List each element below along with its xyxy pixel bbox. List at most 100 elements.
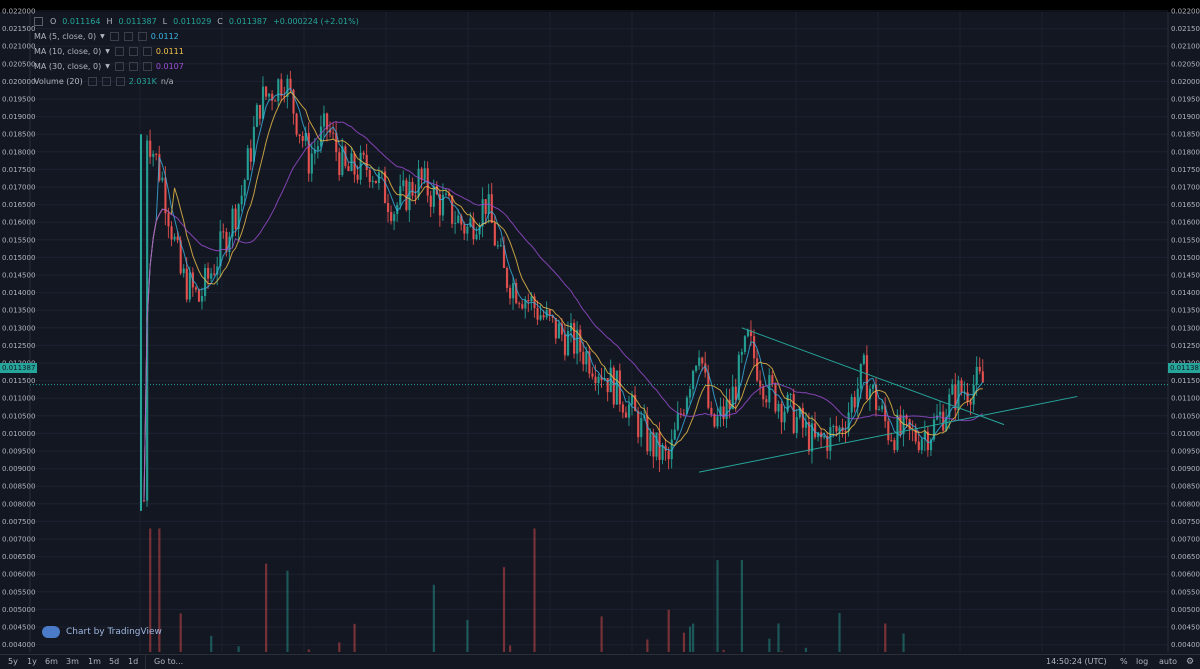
volume-bar: [723, 650, 725, 652]
eye-icon[interactable]: [115, 47, 124, 56]
gear-icon[interactable]: [124, 32, 133, 41]
candle-body: [939, 412, 941, 416]
candle-body: [430, 196, 432, 207]
auto-toggle[interactable]: auto: [1159, 657, 1177, 666]
candle-body: [765, 399, 767, 402]
range-5y[interactable]: 5y: [8, 657, 18, 666]
candle-body: [466, 227, 468, 234]
gear-icon[interactable]: ⚙: [1186, 657, 1194, 667]
volume-bar: [716, 560, 718, 652]
candle-body: [564, 335, 566, 356]
candle-body: [716, 416, 718, 426]
y-tick-label-right: 0.008500: [1171, 483, 1200, 491]
candle-body: [369, 170, 371, 182]
y-tick-label-left: 0.019000: [2, 113, 35, 121]
tradingview-logo-icon: [42, 626, 60, 638]
log-toggle[interactable]: log: [1136, 657, 1148, 666]
indicator-ma5[interactable]: MA (5, close, 0) ▼ 0.0112: [34, 29, 361, 44]
volume-bar: [692, 624, 694, 652]
y-tick-label-left: 0.006000: [2, 571, 35, 579]
candle-body: [241, 196, 243, 205]
candle-body: [689, 389, 691, 398]
chevron-down-icon[interactable]: ▼: [100, 29, 105, 44]
volume-bar: [689, 627, 691, 652]
y-tick-label-right: 0.008000: [1171, 500, 1200, 508]
candle-body: [540, 315, 542, 319]
candle-body: [637, 411, 639, 437]
range-1m[interactable]: 1m: [88, 657, 101, 666]
candle-body: [500, 245, 502, 246]
ma5-line: [144, 88, 983, 501]
y-tick-label-left: 0.007500: [2, 518, 35, 526]
percent-toggle[interactable]: %: [1120, 657, 1128, 666]
y-tick-label-right: 0.020500: [1171, 60, 1200, 68]
candle-body: [442, 195, 444, 216]
candle-body: [186, 269, 188, 300]
candle-body: [411, 182, 413, 196]
y-tick-label-right: 0.022000: [1171, 8, 1200, 16]
indicator-ma30[interactable]: MA (30, close, 0) ▼ 0.0107: [34, 59, 361, 74]
chevron-down-icon[interactable]: ▼: [105, 44, 110, 59]
candle-body: [960, 380, 962, 392]
candle-body: [402, 180, 404, 186]
candle-body: [753, 336, 755, 358]
candle-body: [793, 394, 795, 433]
candle-body: [555, 318, 557, 339]
y-tick-label-right: 0.019000: [1171, 113, 1200, 121]
indicator-ma10[interactable]: MA (10, close, 0) ▼ 0.0111: [34, 44, 361, 59]
indicator-label: MA (10, close, 0): [34, 44, 101, 59]
candle-body: [982, 371, 984, 382]
volume-bar: [286, 571, 288, 652]
candle-body: [457, 216, 459, 223]
range-3m[interactable]: 3m: [66, 657, 79, 666]
gear-icon[interactable]: [102, 77, 111, 86]
candle-body: [835, 426, 837, 431]
y-tick-label-right: 0.011000: [1171, 395, 1200, 403]
candle-body: [482, 199, 484, 226]
close-icon[interactable]: [116, 77, 125, 86]
candle-body: [591, 374, 593, 377]
range-1d[interactable]: 1d: [128, 657, 138, 666]
collapse-legend-icon[interactable]: [34, 17, 43, 26]
indicator-volume[interactable]: Volume (20) 2.031K n/a: [34, 74, 361, 89]
chevron-down-icon[interactable]: ▼: [105, 59, 110, 74]
y-tick-label-left: 0.009000: [2, 465, 35, 473]
close-icon[interactable]: [138, 32, 147, 41]
close-icon[interactable]: [143, 62, 152, 71]
range-1y[interactable]: 1y: [27, 657, 37, 666]
range-5d[interactable]: 5d: [109, 657, 119, 666]
y-tick-label-right: 0.016000: [1171, 219, 1200, 227]
volume-bar: [433, 585, 435, 652]
y-tick-label-right: 0.015500: [1171, 236, 1200, 244]
candle-body: [881, 405, 883, 409]
volume-bar: [741, 560, 743, 652]
y-tick-label-right: 0.017500: [1171, 166, 1200, 174]
candle-body: [979, 367, 981, 372]
eye-icon[interactable]: [115, 62, 124, 71]
gear-icon[interactable]: [129, 62, 138, 71]
candle-body: [149, 141, 151, 157]
y-tick-label-right: 0.009500: [1171, 448, 1200, 456]
range-6m[interactable]: 6m: [45, 657, 58, 666]
goto-button[interactable]: Go to...: [145, 655, 191, 669]
close-icon[interactable]: [143, 47, 152, 56]
indicator-value-2: n/a: [161, 74, 174, 89]
candle-body: [393, 214, 395, 221]
candle-body: [674, 430, 676, 440]
y-tick-label-left: 0.019500: [2, 96, 35, 104]
tradingview-watermark[interactable]: Chart by TradingView: [42, 626, 162, 638]
candle-body: [808, 422, 810, 452]
eye-icon[interactable]: [88, 77, 97, 86]
ma30-line: [144, 122, 983, 501]
candle-body: [299, 135, 301, 137]
eye-icon[interactable]: [110, 32, 119, 41]
candle-body: [616, 371, 618, 405]
gear-icon[interactable]: [129, 47, 138, 56]
y-tick-label-right: 0.004000: [1171, 641, 1200, 649]
candle-body: [195, 287, 197, 289]
y-tick-label-right: 0.004500: [1171, 624, 1200, 632]
candle-body: [668, 451, 670, 459]
y-tick-label-left: 0.015000: [2, 254, 35, 262]
y-tick-label-left: 0.016500: [2, 201, 35, 209]
